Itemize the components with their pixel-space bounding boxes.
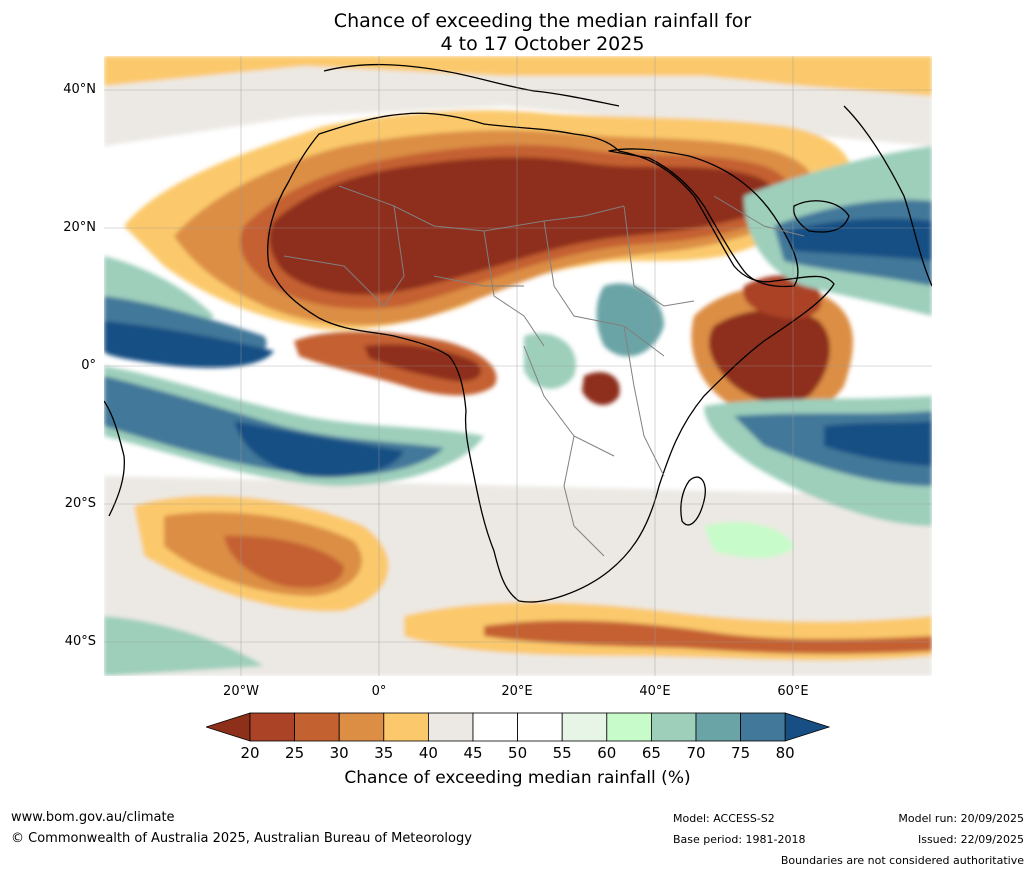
colorbar-segment (294, 712, 340, 742)
footer-url[interactable]: www.bom.gov.au/climate (11, 810, 175, 825)
colorbar-tick-label: 70 (686, 744, 706, 762)
lon-label-20e: 20°E (501, 684, 533, 699)
colorbar-tick-label: 20 (240, 744, 260, 762)
lon-label-0: 0° (371, 684, 387, 699)
footer-disclaimer: Boundaries are not considered authoritat… (780, 854, 1024, 867)
colorbar-tick-label: 80 (775, 744, 795, 762)
colorbar-tick-label: 50 (508, 744, 528, 762)
title-line-2: 4 to 17 October 2025 (440, 33, 645, 55)
colorbar-tick-label: 60 (597, 744, 617, 762)
lat-label-40s: 40°S (64, 634, 96, 649)
rainfall-shading (104, 56, 932, 676)
graticule (104, 56, 932, 676)
lat-label-40n: 40°N (63, 82, 96, 97)
footer-issued: Issued: 22/09/2025 (917, 833, 1024, 846)
colorbar-segment (561, 712, 608, 742)
colorbar-tick-label: 30 (329, 744, 349, 762)
colorbar-segment (740, 712, 786, 742)
colorbar-segment (650, 712, 697, 742)
footer-model-run: Model run: 20/09/2025 (898, 812, 1024, 825)
colorbar-segment (472, 712, 518, 742)
footer-model: Model: ACCESS-S2 (673, 812, 775, 825)
colorbar-tick-label: 75 (731, 744, 751, 762)
colorbar-tick-label: 25 (285, 744, 305, 762)
colorbar-tick-label: 45 (463, 744, 483, 762)
colorbar-segment (427, 712, 474, 742)
colorbar-segment (249, 712, 295, 742)
colorbar-tick-label: 40 (418, 744, 438, 762)
lat-label-20s: 20°S (64, 496, 96, 511)
footer-copyright: © Commonwealth of Australia 2025, Austra… (11, 831, 472, 846)
lat-label-20n: 20°N (63, 220, 96, 235)
colorbar-tick-label: 55 (552, 744, 572, 762)
colorbar-tick-label: 35 (374, 744, 394, 762)
colorbar-segment (606, 712, 652, 742)
title-line-1: Chance of exceeding the median rainfall … (333, 10, 752, 32)
country-borders (283, 185, 805, 557)
colorbar-segment (383, 712, 429, 742)
footer-base-period: Base period: 1981-2018 (673, 833, 806, 846)
colorbar-segment (338, 712, 385, 742)
colorbar-extend-low (206, 712, 251, 742)
lat-label-0: 0° (81, 358, 96, 373)
colorbar-extend-high (784, 712, 830, 742)
colorbar-segment (517, 712, 563, 742)
lon-label-60e: 60°E (777, 684, 809, 699)
rainfall-map (104, 56, 932, 676)
map-canvas (104, 56, 932, 676)
lon-label-20w: 20°W (223, 684, 259, 699)
colorbar (206, 712, 830, 742)
lon-label-40e: 40°E (639, 684, 671, 699)
colorbar-segment (695, 712, 741, 742)
colorbar-label: Chance of exceeding median rainfall (%) (344, 768, 691, 788)
map-title: Chance of exceeding the median rainfall … (0, 10, 1035, 56)
colorbar-tick-label: 65 (641, 744, 661, 762)
